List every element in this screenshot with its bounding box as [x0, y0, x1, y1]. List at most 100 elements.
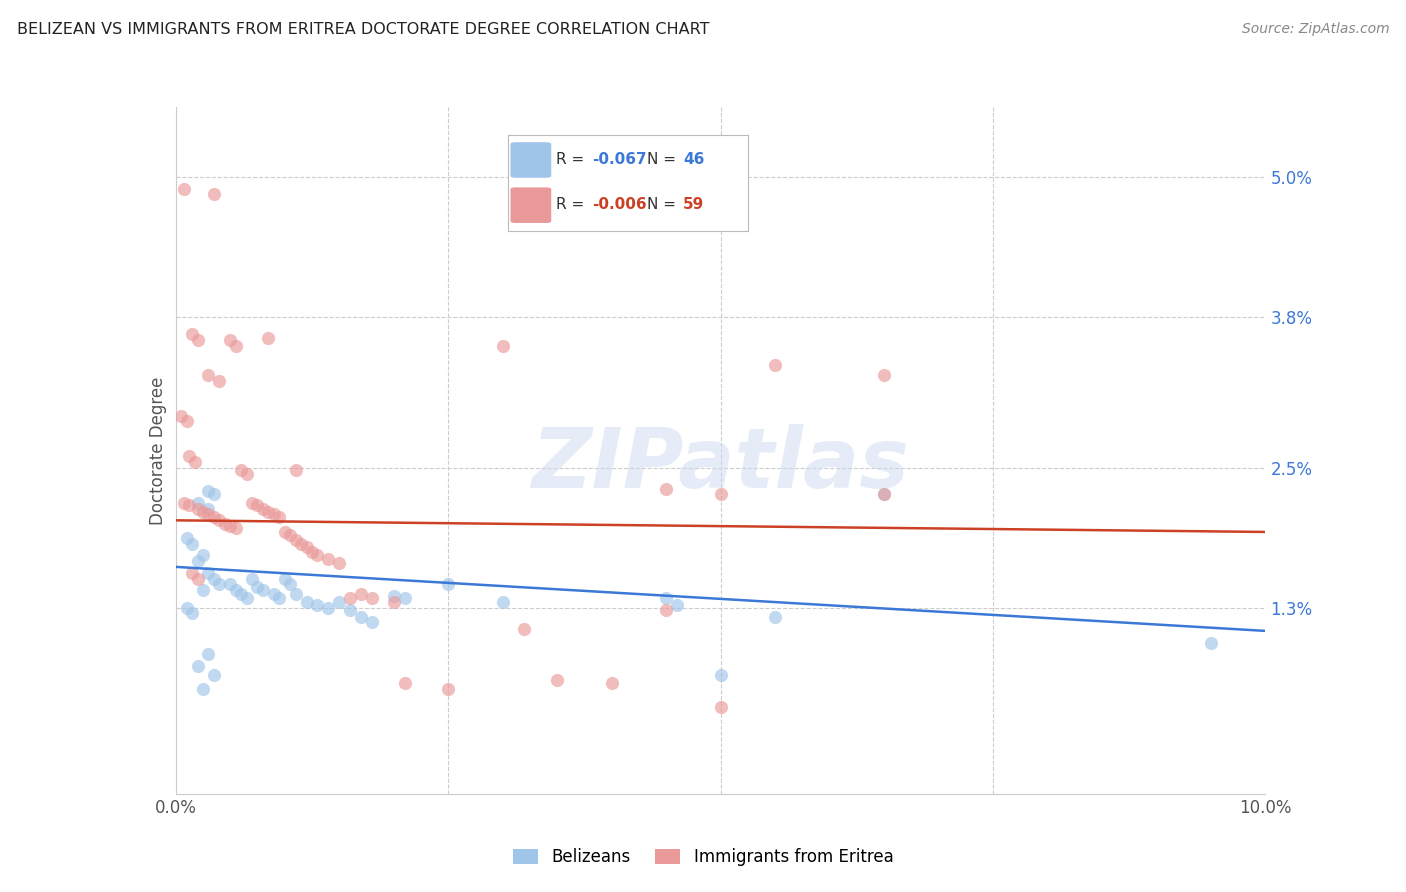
Point: [170, 409, 193, 423]
Point: [202, 572, 225, 586]
Text: BELIZEAN VS IMMIGRANTS FROM ERITREA DOCTORATE DEGREE CORRELATION CHART: BELIZEAN VS IMMIGRANTS FROM ERITREA DOCT…: [17, 22, 710, 37]
Point: [184, 455, 207, 469]
Point: [307, 599, 329, 613]
Point: [269, 509, 291, 524]
Point: [186, 572, 209, 586]
Point: [710, 486, 733, 500]
Point: [186, 658, 209, 673]
Point: [546, 673, 568, 687]
Point: [318, 600, 340, 615]
Point: [284, 533, 307, 547]
Point: [394, 591, 416, 606]
Text: -0.006: -0.006: [592, 197, 647, 212]
Point: [263, 587, 285, 601]
Point: [284, 587, 307, 601]
Point: [382, 595, 405, 609]
Point: [492, 339, 515, 353]
Point: [763, 610, 786, 624]
Point: [208, 513, 231, 527]
Point: [382, 589, 405, 603]
Point: [318, 551, 340, 566]
Point: [328, 595, 350, 609]
Point: [655, 482, 678, 496]
Point: [186, 333, 209, 347]
Point: [437, 682, 460, 697]
Point: [307, 548, 329, 562]
Point: [350, 587, 373, 601]
Point: [176, 414, 198, 428]
Point: [186, 501, 209, 516]
Point: [177, 450, 200, 464]
Point: [763, 359, 786, 373]
Text: Source: ZipAtlas.com: Source: ZipAtlas.com: [1241, 22, 1389, 37]
Point: [290, 536, 312, 550]
Point: [191, 505, 214, 519]
Point: [252, 583, 274, 598]
Point: [873, 368, 896, 382]
Point: [437, 577, 460, 591]
Text: N =: N =: [647, 152, 681, 167]
Text: ZIPatlas: ZIPatlas: [531, 424, 910, 505]
Point: [269, 591, 291, 606]
Text: 59: 59: [683, 197, 704, 212]
Point: [350, 610, 373, 624]
Point: [181, 566, 204, 580]
Point: [181, 607, 204, 621]
Point: [361, 615, 384, 629]
Point: [666, 599, 689, 613]
Point: [246, 580, 269, 594]
Point: [191, 583, 214, 598]
Point: [197, 508, 219, 522]
Point: [208, 577, 231, 591]
Point: [274, 524, 297, 539]
Point: [197, 566, 219, 580]
FancyBboxPatch shape: [510, 187, 551, 223]
Point: [257, 330, 280, 344]
Point: [176, 600, 198, 615]
Point: [202, 509, 225, 524]
Point: [600, 676, 623, 690]
Point: [284, 463, 307, 477]
Point: [231, 587, 253, 601]
Point: [240, 496, 263, 510]
Point: [176, 531, 198, 545]
Point: [278, 528, 301, 542]
Point: [197, 647, 219, 661]
Point: [177, 498, 200, 512]
Point: [295, 540, 318, 554]
Point: [225, 583, 247, 598]
Point: [873, 486, 896, 500]
Point: [231, 463, 253, 477]
Point: [219, 333, 242, 347]
Point: [339, 591, 361, 606]
Point: [214, 516, 236, 531]
Point: [208, 374, 231, 388]
Text: R =: R =: [555, 197, 589, 212]
Point: [361, 591, 384, 606]
Point: [197, 368, 219, 382]
Point: [173, 181, 195, 195]
Point: [655, 603, 678, 617]
Point: [513, 622, 536, 636]
Point: [252, 501, 274, 516]
Text: -0.067: -0.067: [592, 152, 647, 167]
Point: [225, 339, 247, 353]
Point: [219, 519, 242, 533]
Text: N =: N =: [647, 197, 681, 212]
Point: [710, 699, 733, 714]
Text: R =: R =: [555, 152, 589, 167]
Point: [301, 545, 323, 559]
FancyBboxPatch shape: [510, 142, 551, 178]
Point: [655, 591, 678, 606]
Point: [197, 484, 219, 499]
Point: [263, 508, 285, 522]
Point: [328, 557, 350, 571]
Point: [274, 572, 297, 586]
Point: [191, 682, 214, 697]
Point: [181, 326, 204, 341]
Point: [492, 595, 515, 609]
Point: [197, 501, 219, 516]
Point: [710, 668, 733, 682]
Point: [278, 577, 301, 591]
Point: [202, 187, 225, 202]
